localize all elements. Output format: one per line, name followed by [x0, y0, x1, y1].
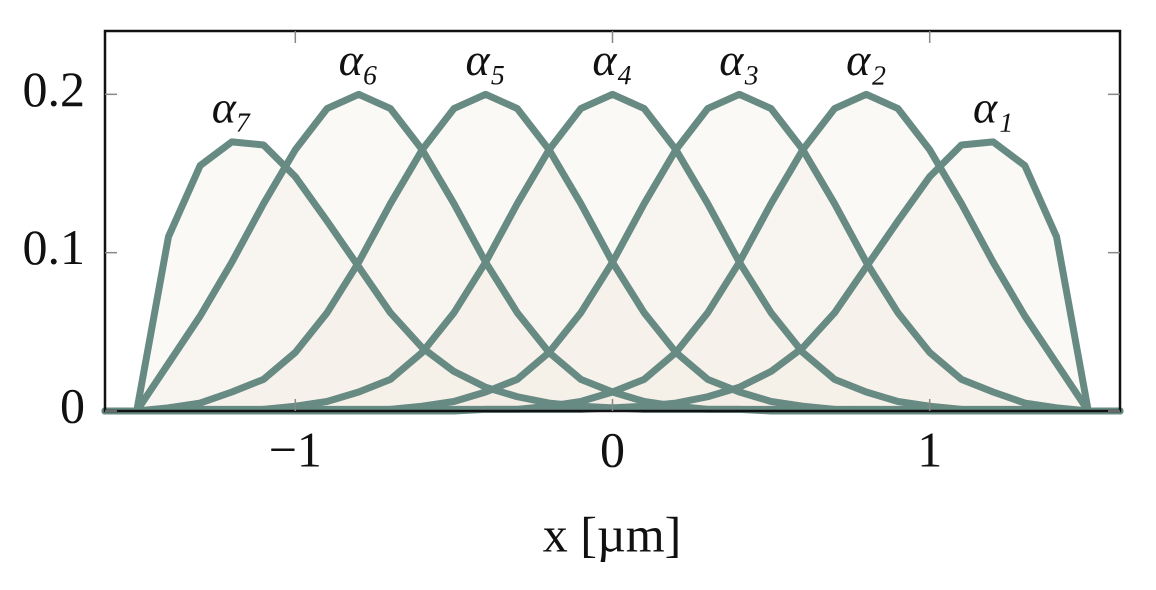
series-label: α₅	[466, 34, 506, 85]
area-fill	[105, 141, 1120, 411]
area-fill	[105, 94, 1120, 411]
area-fill	[105, 94, 1120, 411]
area-fill	[105, 141, 1120, 411]
area-fill	[105, 94, 1120, 411]
area-fill	[105, 94, 1120, 411]
series-label: α₆	[339, 34, 379, 85]
series-label: α₃	[719, 34, 759, 85]
series-label: α₇	[212, 81, 252, 132]
area-fill	[105, 94, 1120, 411]
y-tick-label: 0	[60, 377, 85, 433]
x-tick-label: 0	[600, 421, 625, 477]
x-tick-label: 1	[917, 421, 942, 477]
y-tick-label: 0.1	[23, 219, 86, 275]
series-label: α₁	[973, 81, 1013, 132]
x-axis-label: x [µm]	[543, 506, 682, 562]
y-tick-label: 0.2	[23, 61, 86, 117]
x-tick-label: −1	[269, 421, 322, 477]
series-label: α₂	[846, 34, 886, 85]
